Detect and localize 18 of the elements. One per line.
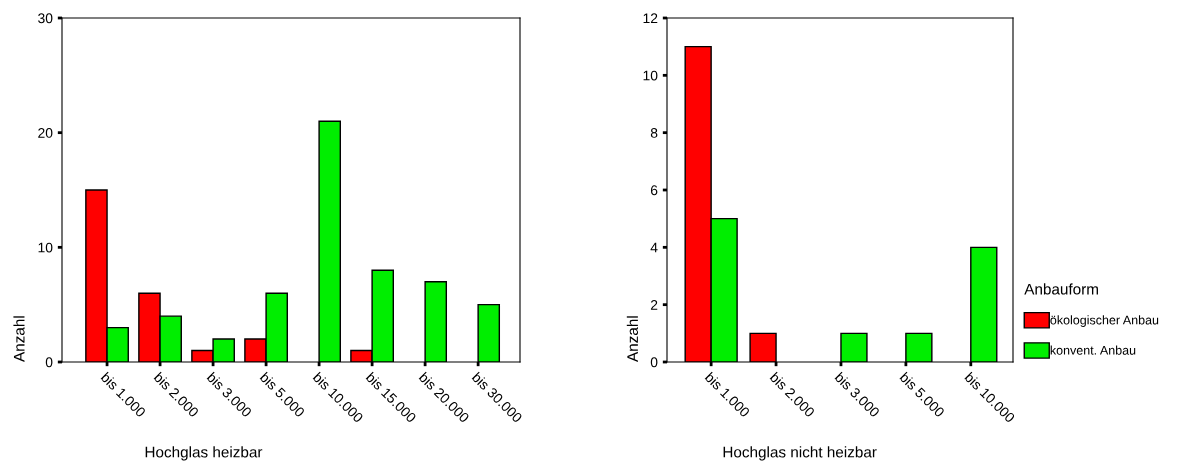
x-axis-title: Hochglas heizbar <box>145 446 263 461</box>
y-tick-label: 8 <box>650 128 658 138</box>
x-axis-title: Hochglas nicht heizbar <box>723 446 877 461</box>
y-tick-label: 10 <box>38 242 53 253</box>
y-tick-label: 10 <box>643 70 658 81</box>
y-tick-label: 20 <box>38 128 53 138</box>
y-tick-label: 12 <box>643 13 658 24</box>
y-tick-label: 4 <box>650 242 658 253</box>
y-tick-label: 2 <box>650 300 658 310</box>
y-tick-label: 30 <box>38 13 53 24</box>
legend-label: konvent. Anbau <box>1050 345 1136 355</box>
y-tick-label: 0 <box>650 357 658 368</box>
legend-title: Anbauform <box>1024 283 1098 295</box>
y-tick-label: 0 <box>45 357 53 368</box>
y-tick-label: 6 <box>650 185 658 196</box>
y-axis-title: Anzahl <box>13 316 25 362</box>
y-axis-title: Anzahl <box>626 316 639 362</box>
legend-label: ökologischer Anbau <box>1050 315 1159 327</box>
